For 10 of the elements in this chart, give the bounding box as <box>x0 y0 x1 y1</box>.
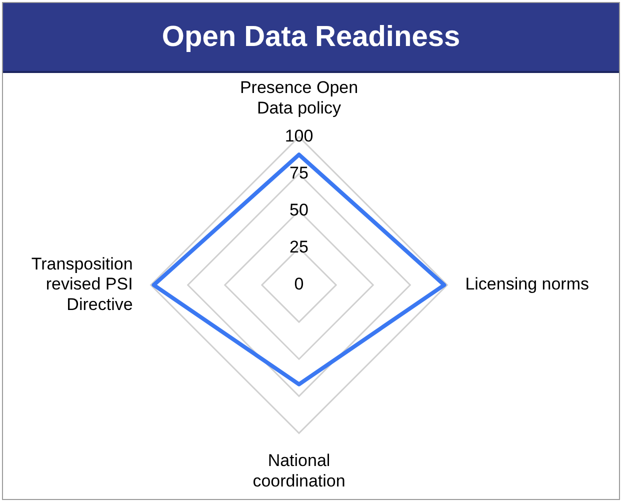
y-tick-label: 0 <box>294 274 304 294</box>
y-tick-label: 25 <box>290 238 308 257</box>
spoke-label: Transposition revised PSI Directive <box>31 254 133 314</box>
y-tick-label: 75 <box>290 164 308 183</box>
spoke-label: Presence Open Data policy <box>240 78 358 118</box>
y-tick-label: 100 <box>284 126 314 146</box>
spoke-label: Licensing norms <box>465 274 589 294</box>
y-tick-label: 50 <box>290 200 308 220</box>
chart-title: Open Data Readiness <box>3 3 619 73</box>
spoke-label: National coordination <box>252 451 346 490</box>
